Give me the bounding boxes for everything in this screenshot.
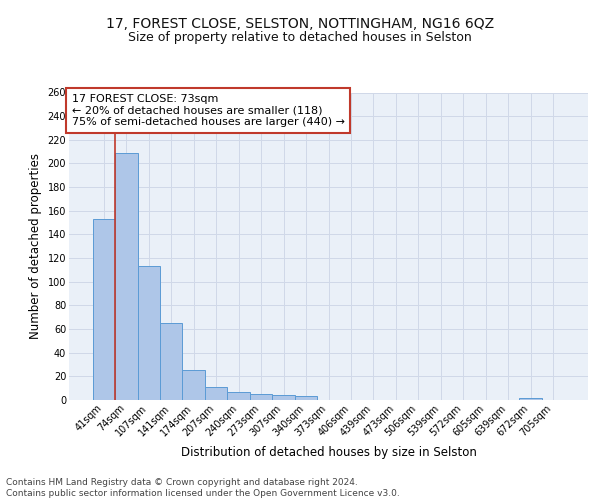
- Bar: [250, 394, 272, 400]
- Text: Contains HM Land Registry data © Crown copyright and database right 2024.
Contai: Contains HM Land Registry data © Crown c…: [6, 478, 400, 498]
- Bar: [182, 370, 205, 400]
- Bar: [137, 266, 160, 400]
- Bar: [92, 219, 115, 400]
- Bar: [115, 153, 137, 400]
- Text: 17, FOREST CLOSE, SELSTON, NOTTINGHAM, NG16 6QZ: 17, FOREST CLOSE, SELSTON, NOTTINGHAM, N…: [106, 18, 494, 32]
- Bar: [160, 323, 182, 400]
- Bar: [205, 387, 227, 400]
- Bar: [272, 396, 295, 400]
- Bar: [295, 396, 317, 400]
- Bar: [227, 392, 250, 400]
- Bar: [520, 398, 542, 400]
- Text: Size of property relative to detached houses in Selston: Size of property relative to detached ho…: [128, 31, 472, 44]
- X-axis label: Distribution of detached houses by size in Selston: Distribution of detached houses by size …: [181, 446, 476, 459]
- Y-axis label: Number of detached properties: Number of detached properties: [29, 153, 42, 339]
- Text: 17 FOREST CLOSE: 73sqm
← 20% of detached houses are smaller (118)
75% of semi-de: 17 FOREST CLOSE: 73sqm ← 20% of detached…: [71, 94, 344, 127]
